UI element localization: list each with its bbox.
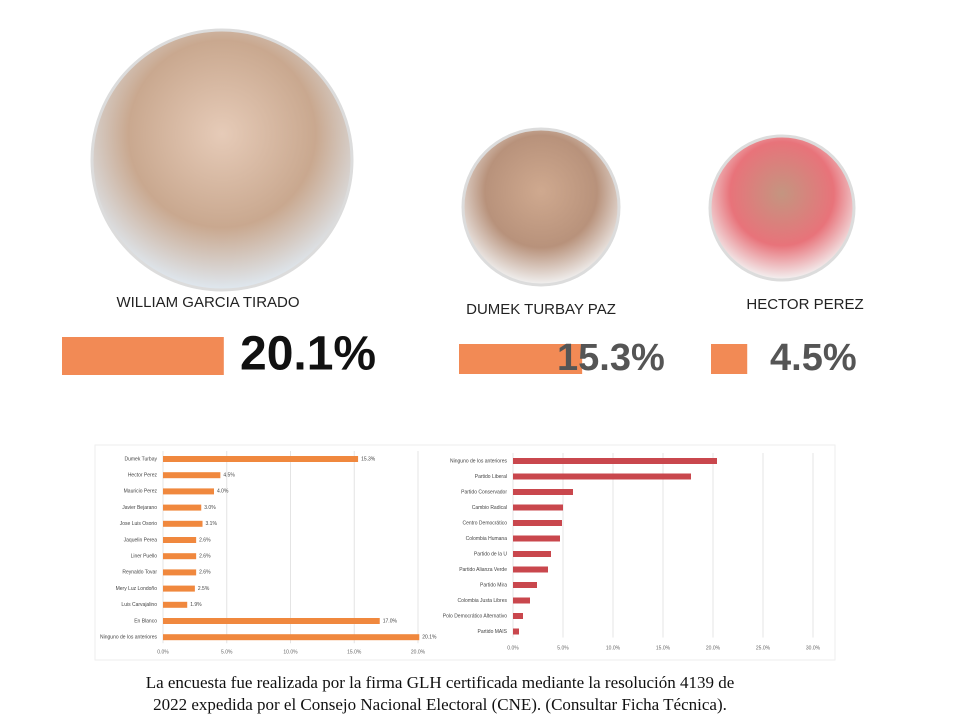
y-tick-label: Luis Carvajalino bbox=[121, 602, 157, 608]
candidate-percent: 20.1% bbox=[240, 328, 376, 381]
bar bbox=[163, 569, 197, 576]
value-label: 2.5% bbox=[198, 586, 210, 592]
bar bbox=[163, 634, 420, 641]
value-label: 20.1% bbox=[422, 635, 437, 641]
y-tick-label: Cambio Radical bbox=[472, 505, 507, 511]
bar bbox=[513, 520, 562, 526]
bar bbox=[513, 566, 548, 573]
candidate-photo bbox=[90, 28, 354, 292]
bar bbox=[513, 628, 519, 635]
candidate-bar bbox=[711, 344, 748, 374]
value-label: 3.0% bbox=[204, 505, 216, 511]
bar bbox=[513, 551, 551, 557]
y-tick-label: Colombia Justa Libres bbox=[458, 598, 508, 604]
candidate-percent: 4.5% bbox=[770, 337, 857, 379]
value-label: 2.6% bbox=[199, 554, 211, 560]
x-tick-label: 5.0% bbox=[557, 645, 569, 651]
bar bbox=[163, 553, 197, 560]
footnote: La encuesta fue realizada por la firma G… bbox=[146, 673, 735, 692]
chart-panel bbox=[94, 444, 836, 661]
y-tick-label: Javier Bejarano bbox=[122, 505, 157, 511]
candidate-percent: 15.3% bbox=[557, 337, 665, 379]
y-tick-label: En Blanco bbox=[134, 618, 157, 624]
footnote: 2022 expedida por el Consejo Nacional El… bbox=[153, 695, 727, 714]
bar bbox=[513, 613, 523, 619]
x-tick-label: 20.0% bbox=[411, 649, 426, 655]
x-tick-label: 5.0% bbox=[221, 649, 233, 655]
y-tick-label: Liner Puello bbox=[131, 554, 158, 560]
x-tick-label: 0.0% bbox=[507, 645, 519, 651]
y-tick-label: Colombia Humana bbox=[466, 536, 508, 542]
y-tick-label: Mery Luz Londoño bbox=[116, 586, 158, 592]
y-tick-label: Partido Conservador bbox=[461, 489, 507, 495]
y-tick-label: Partido Mira bbox=[480, 582, 507, 588]
x-tick-label: 0.0% bbox=[157, 649, 169, 655]
bar bbox=[513, 458, 717, 464]
bar bbox=[163, 488, 214, 495]
candidate-name: WILLIAM GARCIA TIRADO bbox=[116, 294, 299, 311]
bar bbox=[513, 582, 537, 588]
y-tick-label: Jose Luis Osorio bbox=[120, 521, 157, 527]
value-label: 2.6% bbox=[199, 537, 211, 543]
candidate-name: DUMEK TURBAY PAZ bbox=[466, 301, 616, 318]
candidate-bar bbox=[459, 344, 583, 374]
value-label: 15.3% bbox=[361, 456, 376, 462]
bar bbox=[163, 585, 195, 592]
candidate-photo bbox=[708, 134, 856, 282]
y-tick-label: Partido MAIS bbox=[478, 629, 508, 635]
candidate-name: HECTOR PEREZ bbox=[746, 296, 863, 313]
y-tick-label: Centro Democrático bbox=[463, 520, 508, 526]
y-tick-label: Ninguno de los anteriores bbox=[100, 635, 157, 641]
bar bbox=[163, 472, 221, 479]
value-label: 17.0% bbox=[383, 618, 398, 624]
y-tick-label: Dumek Turbay bbox=[124, 456, 157, 462]
x-tick-label: 25.0% bbox=[756, 645, 771, 651]
bar bbox=[513, 489, 573, 495]
bar bbox=[163, 537, 197, 543]
bar bbox=[513, 597, 530, 604]
value-label: 4.0% bbox=[217, 489, 229, 495]
x-tick-label: 15.0% bbox=[656, 645, 671, 651]
bar bbox=[163, 601, 188, 608]
y-tick-label: Jaquelin Perea bbox=[124, 537, 158, 543]
value-label: 4.5% bbox=[223, 473, 235, 479]
x-tick-label: 10.0% bbox=[283, 649, 298, 655]
bar bbox=[513, 473, 691, 480]
candidate-photo bbox=[461, 127, 621, 287]
y-tick-label: Partido Alianza Verde bbox=[459, 567, 507, 573]
y-tick-label: Hector Perez bbox=[128, 473, 158, 479]
bar bbox=[513, 504, 563, 511]
y-tick-label: Partido de la U bbox=[474, 551, 507, 557]
bar bbox=[163, 504, 202, 511]
bar bbox=[513, 535, 560, 542]
candidate-bar bbox=[62, 337, 224, 375]
x-tick-label: 30.0% bbox=[806, 645, 821, 651]
y-tick-label: Mauricio Perez bbox=[124, 489, 158, 495]
y-tick-label: Polo Democrático Alternativo bbox=[443, 613, 507, 619]
x-tick-label: 15.0% bbox=[347, 649, 362, 655]
x-tick-label: 10.0% bbox=[606, 645, 621, 651]
value-label: 1.9% bbox=[190, 602, 202, 608]
value-label: 3.1% bbox=[206, 521, 218, 527]
y-tick-label: Reynaldo Tovar bbox=[122, 570, 157, 576]
value-label: 2.6% bbox=[199, 570, 211, 576]
bar bbox=[163, 456, 359, 462]
y-tick-label: Ninguno de los anteriores bbox=[450, 458, 507, 464]
bar bbox=[163, 520, 203, 527]
bar bbox=[163, 618, 380, 624]
y-tick-label: Partido Liberal bbox=[475, 474, 507, 480]
x-tick-label: 20.0% bbox=[706, 645, 721, 651]
